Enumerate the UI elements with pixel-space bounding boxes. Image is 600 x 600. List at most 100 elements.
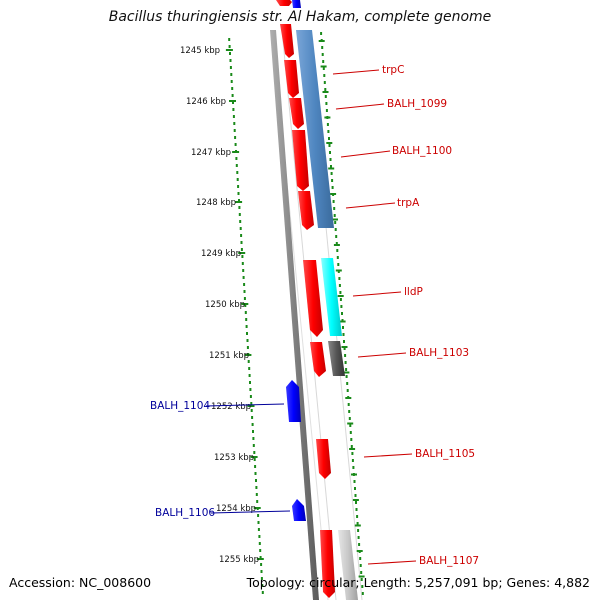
- track-dot: [335, 242, 338, 245]
- track-tick: [351, 473, 357, 476]
- track-dot: [353, 480, 356, 483]
- tick-mark: [244, 354, 252, 356]
- track-dot: [245, 325, 248, 328]
- track-dot: [244, 311, 247, 314]
- track-tick: [352, 499, 359, 501]
- tick-label: 1249 kbp: [201, 249, 241, 259]
- track-dot: [249, 381, 251, 384]
- tick-labels: 1245 kbp 1246 kbp 1247 kbp 1248 kbp 1249 kbp…: [180, 46, 259, 565]
- accession-text: Accession: NC_008600: [9, 575, 152, 590]
- track-dot: [342, 333, 345, 336]
- track-dot: [331, 186, 334, 189]
- track-dot: [235, 164, 238, 167]
- gene-label-trpc: trpC: [382, 64, 404, 76]
- track-dot: [323, 81, 326, 84]
- track-dot: [239, 227, 242, 230]
- track-dot: [261, 584, 264, 587]
- track-dot: [345, 368, 348, 371]
- track-tick: [324, 116, 331, 119]
- tick-mark: [232, 151, 240, 153]
- track-dot: [352, 466, 355, 469]
- tick-label: 1253 kbp: [214, 453, 254, 463]
- track-dot: [350, 438, 353, 441]
- track-dot: [233, 129, 236, 132]
- track-tick: [358, 575, 365, 578]
- track-dot: [232, 108, 235, 111]
- track-dot: [358, 543, 361, 546]
- forward-cds: [316, 439, 331, 479]
- track-dot: [248, 367, 251, 370]
- track-dot: [258, 535, 261, 538]
- track-dot: [249, 395, 252, 398]
- track-dot: [349, 424, 352, 427]
- track-dot: [260, 577, 263, 580]
- track-dot: [251, 423, 254, 426]
- genome-backbone: [270, 30, 319, 600]
- track-dot: [361, 585, 364, 588]
- track-dot: [321, 46, 324, 49]
- gene-label-balh-1099: BALH_1099: [387, 98, 447, 110]
- track-dot: [261, 591, 264, 594]
- track-dot: [360, 571, 363, 574]
- track-dot: [253, 451, 256, 454]
- track-dot: [246, 332, 248, 335]
- track-dot: [334, 221, 337, 224]
- track-dot: [351, 459, 354, 462]
- forward-cds: [289, 98, 304, 129]
- track-dot: [329, 151, 331, 154]
- track-dot: [253, 458, 256, 461]
- forward-cds: [292, 130, 309, 191]
- track-tick: [343, 371, 350, 374]
- track-dot: [345, 375, 348, 378]
- tick-label: 1254 kbp: [216, 504, 256, 514]
- track-dot: [254, 465, 257, 468]
- track-tick: [341, 346, 348, 348]
- track-dot: [238, 206, 241, 209]
- track-dot: [229, 52, 231, 55]
- track-dot: [238, 199, 240, 202]
- tick-mark: [229, 100, 236, 102]
- track-tick: [345, 397, 352, 399]
- track-dot: [330, 165, 332, 168]
- forward-cds: [310, 342, 326, 377]
- reverse-label-leaders: [205, 403, 291, 514]
- track-dot: [330, 172, 333, 175]
- track-dot: [254, 472, 257, 475]
- tick-mark: [235, 201, 243, 203]
- track-dot: [240, 241, 243, 244]
- tick-mark: [250, 456, 258, 458]
- track-dot: [328, 137, 330, 140]
- track-dot: [255, 479, 257, 482]
- tick-mark: [225, 49, 233, 51]
- forward-cds: [284, 60, 299, 98]
- track-dot: [354, 487, 356, 490]
- track-dot: [257, 521, 260, 524]
- genome-summary-text: Topology: circular; Length: 5,257,091 bp…: [246, 575, 590, 590]
- track-tick: [347, 422, 354, 425]
- track-tick: [356, 550, 363, 552]
- track-dot: [355, 501, 357, 504]
- track-dot: [333, 214, 336, 217]
- track-dot: [232, 101, 234, 104]
- forward-label-leaders: [332, 69, 417, 565]
- track-dot: [239, 220, 242, 223]
- track-dot: [320, 32, 323, 35]
- track-tick: [322, 91, 329, 93]
- tick-mark: [241, 303, 249, 305]
- track-tick: [330, 193, 337, 195]
- track-dot: [236, 171, 239, 174]
- forward-cds: [298, 191, 314, 230]
- map-title: Bacillus thuringiensis str. Al Hakam, co…: [108, 9, 492, 25]
- track-dot: [356, 522, 359, 525]
- track-dot: [246, 346, 249, 349]
- track-dot: [255, 486, 258, 489]
- track-dot: [252, 437, 255, 440]
- forward-cds: [276, 0, 292, 6]
- track-dot: [351, 452, 354, 455]
- tick-mark: [256, 558, 264, 560]
- track-dot: [359, 557, 362, 560]
- track-tick: [339, 320, 346, 323]
- track-dot: [323, 74, 326, 77]
